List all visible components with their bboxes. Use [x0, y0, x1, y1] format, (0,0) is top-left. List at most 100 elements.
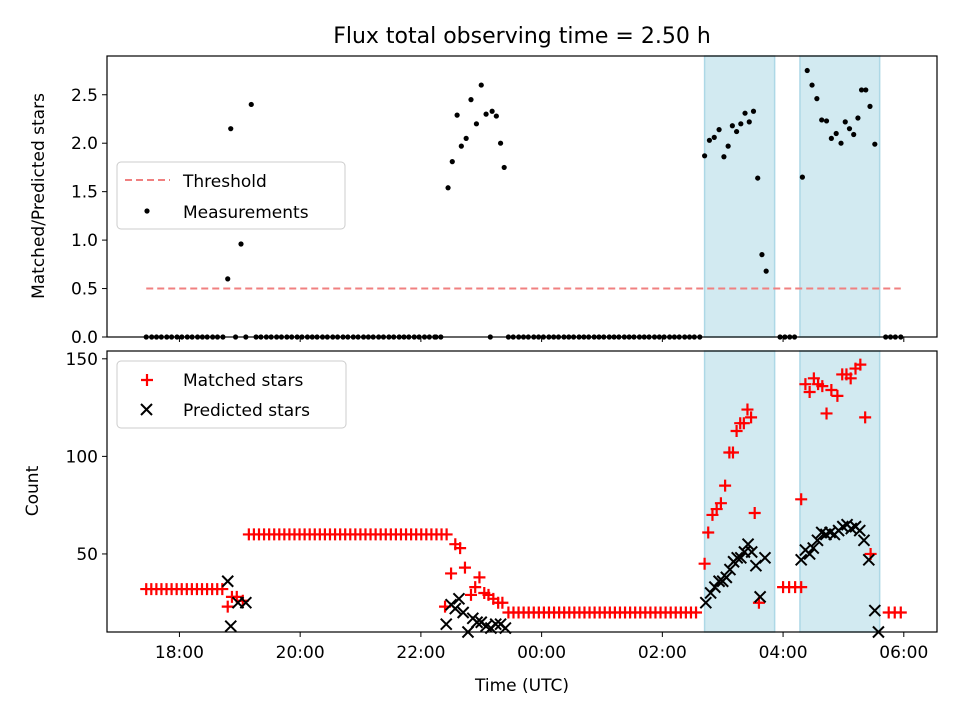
measurement-point — [872, 141, 878, 147]
bottom-data-marks — [140, 358, 907, 639]
y-tick-label: 150 — [66, 350, 98, 370]
measurement-point — [225, 276, 231, 282]
predicted-stars-point — [807, 541, 820, 555]
legend-predicted-swatch — [140, 403, 153, 416]
measurement-point — [833, 130, 839, 137]
matched-stars-point — [831, 389, 844, 402]
measurement-point — [855, 115, 861, 121]
predicted-stars-point — [741, 537, 755, 551]
measurement-point — [478, 82, 484, 88]
bottom-panel: 50 100 150 18:00 20:00 22:00 00:00 02:00 04:00 0… — [23, 350, 938, 696]
predicted-stars-point — [758, 551, 772, 565]
measurement-point — [851, 131, 857, 138]
x-tick-label: 22:00 — [396, 643, 445, 663]
measurement-point — [759, 252, 765, 258]
y-tick-label: 1.0 — [71, 231, 98, 251]
matched-stars-point — [690, 606, 703, 619]
bottom-y-ticks: 50 100 150 — [66, 350, 107, 565]
top-y-axis-label: Matched/Predicted stars — [29, 93, 49, 299]
measurement-point — [804, 67, 810, 74]
measurement-point — [458, 143, 464, 149]
predicted-stars-point — [452, 592, 466, 606]
observing-band-2 — [799, 55, 881, 338]
bottom-legend: Matched stars Predicted stars — [116, 360, 347, 429]
predicted-stars-point — [857, 534, 871, 547]
bottom-x-ticks: 18:00 20:00 22:00 00:00 02:00 04:00 06:00 — [155, 632, 928, 663]
matched-stars-point — [464, 588, 477, 601]
top-axes-frame — [106, 55, 938, 338]
measurement-point — [823, 118, 830, 124]
measurement-point — [819, 117, 825, 123]
measurement-point — [755, 175, 761, 181]
measurement-point — [746, 119, 752, 125]
top-y-ticks: 0.0 0.5 1.0 1.5 2.0 2.5 — [71, 86, 107, 348]
measurement-point — [493, 113, 499, 119]
predicted-stars-point — [803, 547, 816, 561]
measurement-point — [828, 135, 834, 141]
predicted-stars-point — [704, 586, 717, 600]
x-tick-label: 20:00 — [276, 643, 325, 663]
measurement-point — [863, 87, 869, 93]
measurement-point — [228, 126, 234, 132]
measurement-point — [799, 174, 805, 180]
top-x-ticks — [178, 337, 905, 342]
measurement-point — [733, 128, 740, 135]
matched-stars-point — [714, 497, 727, 510]
measurement-point — [463, 135, 469, 141]
matched-stars-point — [221, 600, 234, 613]
x-tick-label: 00:00 — [517, 643, 566, 663]
measurement-point — [842, 119, 848, 125]
measurement-point — [497, 140, 504, 146]
measurement-point — [473, 121, 480, 127]
measurement-point — [445, 185, 451, 191]
x-tick-label: 06:00 — [879, 643, 928, 663]
measurement-point — [858, 87, 865, 93]
predicted-stars-point — [794, 553, 808, 567]
y-tick-label: 0.5 — [71, 280, 98, 300]
measurement-point — [763, 268, 769, 274]
top-panel: 0.0 0.5 1.0 1.5 2.0 2.5 Matched/Predicted sta… — [29, 55, 938, 348]
measurement-point — [702, 153, 708, 159]
predicted-stars-point — [723, 563, 737, 576]
matched-stars-point — [820, 407, 833, 420]
y-tick-label: 1.5 — [71, 183, 98, 203]
measurement-point — [846, 126, 853, 132]
matched-stars-point — [458, 561, 471, 574]
predicted-stars-point — [712, 575, 726, 588]
predicted-stars-point — [449, 602, 462, 615]
predicted-stars-point — [440, 617, 453, 631]
figure-title: Flux total observing time = 2.50 h — [333, 24, 711, 49]
measurement-point — [706, 137, 713, 143]
y-tick-label: 2.0 — [71, 134, 98, 154]
observing-band-1 — [703, 55, 776, 338]
matched-stars-point — [737, 417, 750, 430]
matched-stars-point — [741, 403, 754, 416]
measurement-point — [248, 101, 254, 108]
y-tick-label: 0.0 — [71, 328, 98, 348]
measurement-point — [725, 143, 731, 149]
matched-stars-point — [745, 411, 758, 424]
predicted-stars-point — [470, 616, 484, 629]
measurement-point — [454, 112, 460, 118]
matched-stars-point — [816, 380, 829, 393]
predicted-stars-point — [708, 580, 722, 594]
matched-stars-point — [859, 411, 872, 424]
matched-stars-point — [702, 526, 715, 539]
top-legend-box — [116, 161, 346, 230]
measurement-point — [711, 134, 717, 140]
predicted-stars-point — [456, 606, 470, 619]
x-tick-label: 18:00 — [155, 643, 204, 663]
matched-stars-point — [698, 557, 711, 570]
matched-stars-point — [719, 479, 732, 492]
matched-stars-point — [726, 446, 739, 459]
measurement-point — [809, 82, 815, 88]
measurement-point — [838, 140, 844, 146]
measurement-point — [238, 241, 244, 247]
measurement-point — [867, 103, 873, 109]
legend-matched-swatch — [141, 374, 153, 386]
matched-stars-point — [454, 542, 467, 555]
legend-measurements-label: Measurements — [183, 203, 309, 223]
predicted-stars-point — [221, 575, 234, 588]
bottom-axes-frame — [106, 350, 938, 633]
